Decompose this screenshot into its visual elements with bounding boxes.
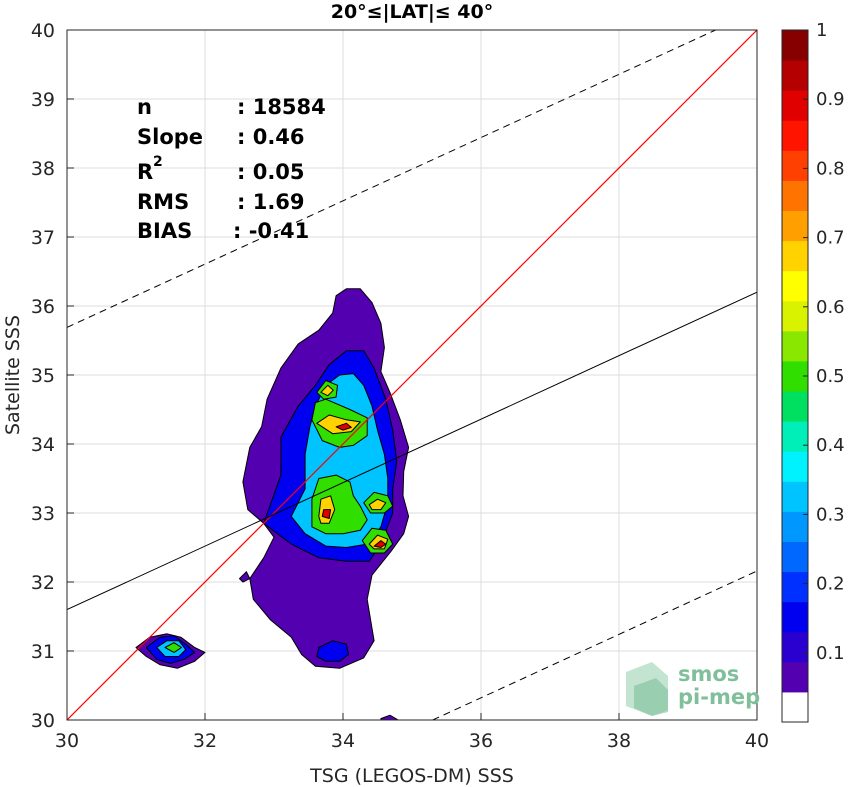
colorbar-segment-20 (782, 90, 808, 121)
colorbar-tick-label-6: 0.7 (816, 228, 845, 249)
colorbar-tick-label-4: 0.5 (816, 366, 845, 387)
colorbar (782, 30, 808, 723)
colorbar-segment-21 (782, 60, 808, 91)
x-tick-label-4: 38 (607, 730, 631, 752)
y-tick-labels: 30 31 32 33 34 35 36 37 38 39 40 (31, 20, 74, 732)
colorbar-segment-6 (782, 511, 808, 542)
chart-title: 20°≤|LAT|≤ 40° (331, 1, 494, 23)
colorbar-segment-0 (782, 691, 808, 723)
logo-text-pimep: pi-mep (678, 685, 760, 709)
colorbar-segment-3 (782, 601, 808, 633)
stat-rms-label: RMS (137, 190, 189, 214)
stat-rms-value: : 1.69 (237, 190, 305, 214)
colorbar-segment-16 (782, 210, 808, 242)
smos-pi-mep-logo: smos pi-mep (626, 662, 760, 716)
colorbar-tick-label-1: 0.2 (816, 574, 845, 595)
identity-line (67, 30, 757, 720)
colorbar-segment-22 (782, 30, 808, 61)
colorbar-tick-label-7: 0.8 (816, 158, 845, 179)
colorbar-segment-2 (782, 631, 808, 663)
colorbar-segment-8 (782, 451, 808, 482)
colorbar-tick-label-8: 0.9 (816, 89, 845, 110)
colorbar-segment-9 (782, 421, 808, 452)
y-tick-label-4: 34 (31, 434, 55, 456)
y-tick-label-5: 35 (31, 365, 55, 387)
stat-r2-label: R (137, 160, 153, 184)
y-tick-label-6: 36 (31, 296, 55, 318)
colorbar-segment-15 (782, 240, 808, 272)
colorbar-segment-1 (782, 661, 808, 693)
colorbar-tick-label-9: 1 (816, 20, 827, 41)
colorbar-segment-4 (782, 571, 808, 603)
logo-text-smos: smos (678, 662, 739, 686)
colorbar-tick-label-0: 0.1 (816, 643, 845, 664)
stat-r2-superscript: 2 (153, 154, 163, 170)
y-tick-label-0: 30 (31, 710, 55, 732)
colorbar-segment-7 (782, 481, 808, 512)
stat-n-label: n (137, 95, 152, 119)
colorbar-tick-label-2: 0.3 (816, 504, 845, 525)
stat-slope-label: Slope (137, 125, 203, 149)
x-tick-label-1: 32 (193, 730, 217, 752)
colorbar-segment-18 (782, 150, 808, 181)
y-tick-label-1: 31 (31, 641, 55, 663)
stat-r2-value: : 0.05 (237, 160, 305, 184)
colorbar-segment-10 (782, 391, 808, 422)
x-tick-label-2: 34 (331, 730, 355, 752)
stats-box: n : 18584 Slope : 0.46 R 2 : 0.05 RMS : … (137, 95, 326, 243)
x-tick-label-0: 30 (55, 730, 79, 752)
x-tick-label-5: 40 (745, 730, 769, 752)
contour-region-5 (316, 640, 349, 662)
contour-region-9 (164, 642, 182, 653)
y-tick-label-2: 32 (31, 572, 55, 594)
regression-line (67, 291, 757, 611)
contour-region-18 (368, 498, 387, 511)
reference-lines (67, 30, 757, 720)
stat-bias-value: : -0.41 (233, 219, 309, 243)
rms-upper-dashed-line (67, 30, 716, 328)
contour-region-20 (321, 509, 332, 519)
y-tick-label-9: 39 (31, 89, 55, 111)
colorbar-segment-12 (782, 330, 808, 362)
x-tick-label-3: 36 (469, 730, 493, 752)
contour-region-17 (320, 384, 334, 397)
contour-region-22 (335, 422, 352, 431)
y-axis-label: Satellite SSS (2, 315, 24, 435)
logo-wave-shadow-icon (634, 678, 668, 716)
colorbar-tick-label-3: 0.4 (816, 435, 845, 456)
colorbar-segment-13 (782, 300, 808, 332)
y-tick-label-8: 38 (31, 158, 55, 180)
stat-bias-label: BIAS (137, 219, 192, 243)
colorbar-segment-5 (782, 541, 808, 573)
x-axis-label: TSG (LEGOS-DM) SSS (309, 765, 514, 787)
colorbar-segment-19 (782, 120, 808, 151)
contour-region-21 (373, 540, 387, 548)
stat-n-value: : 18584 (237, 95, 326, 119)
y-tick-label-10: 40 (31, 20, 55, 42)
stat-slope-value: : 0.46 (237, 125, 305, 149)
y-tick-label-7: 37 (31, 227, 55, 249)
x-tick-labels: 30 32 34 36 38 40 (55, 713, 769, 752)
colorbar-tick-labels: 0.1 0.2 0.3 0.4 0.5 0.6 0.7 0.8 0.9 1 (803, 20, 845, 664)
colorbar-segment-14 (782, 270, 808, 302)
contour-region-16 (316, 414, 361, 435)
colorbar-tick-label-5: 0.6 (816, 297, 845, 318)
colorbar-segment-17 (782, 180, 808, 212)
y-tick-label-3: 33 (31, 503, 55, 525)
